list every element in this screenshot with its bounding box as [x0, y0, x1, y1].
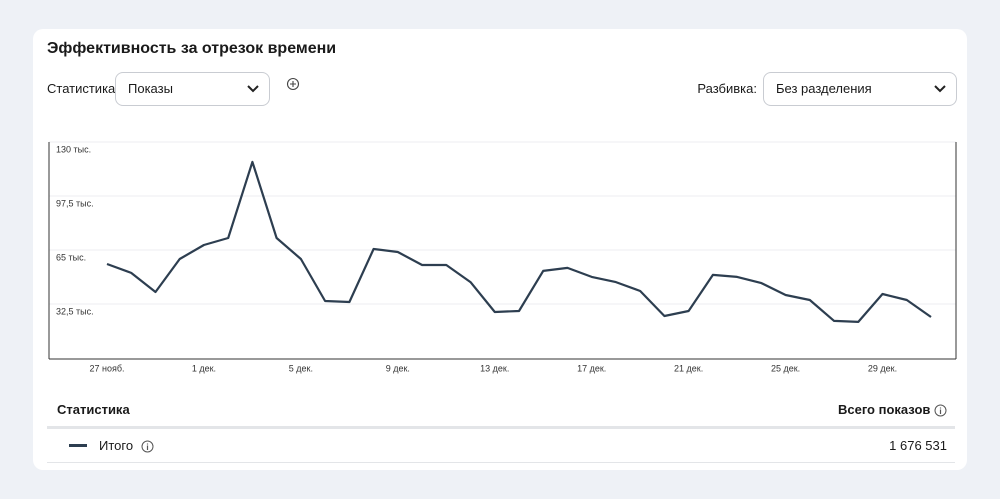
divider — [47, 426, 955, 429]
split-value: Без разделения — [776, 81, 872, 96]
x-tick-label: 21 дек. — [674, 363, 703, 373]
split-label: Разбивка: — [697, 81, 757, 96]
panel-title: Эффективность за отрезок времени — [47, 40, 337, 57]
info-icon[interactable] — [141, 440, 154, 453]
add-button[interactable] — [286, 77, 300, 91]
data-line — [106, 160, 932, 323]
x-tick-label: 27 нояб. — [89, 363, 124, 373]
row-total: 1 676 531 — [889, 438, 947, 453]
x-tick-label: 17 дек. — [577, 363, 606, 373]
x-tick-label: 5 дек. — [289, 363, 313, 373]
x-tick-label: 29 дек. — [868, 363, 897, 373]
stat-label: Статистика — [47, 81, 116, 96]
column-title: Всего показов — [837, 402, 931, 417]
split-dropdown[interactable]: Без разделения — [763, 72, 957, 106]
chevron — [247, 85, 259, 93]
chevron — [934, 85, 946, 93]
row-label: Итого — [99, 438, 154, 454]
x-tick-label: 9 дек. — [386, 363, 410, 373]
y-tick-label: 130 тыс. — [56, 144, 91, 154]
y-tick-label: 32,5 тыс. — [56, 306, 94, 316]
stat-value: Показы — [128, 81, 173, 96]
legend-entry: Итого — [99, 438, 134, 453]
legend-swatch — [69, 444, 87, 447]
y-tick-label: 97,5 тыс. — [56, 198, 94, 208]
table-header: Всего показов — [838, 402, 947, 417]
divider — [47, 462, 955, 463]
x-tick-label: 1 дек. — [192, 363, 216, 373]
stat-dropdown[interactable]: Показы — [115, 72, 270, 106]
chart: 32,5 тыс. 65 тыс. 97,5 тыс. 130 тыс. 27 нояб… — [48, 141, 957, 373]
x-tick-label: 25 дек. — [771, 363, 800, 373]
x-tick-label: 13 дек. — [480, 363, 509, 373]
table-header: Статистика — [57, 402, 130, 417]
y-tick-label: 65 тыс. — [56, 252, 86, 262]
info-icon[interactable] — [934, 404, 947, 417]
